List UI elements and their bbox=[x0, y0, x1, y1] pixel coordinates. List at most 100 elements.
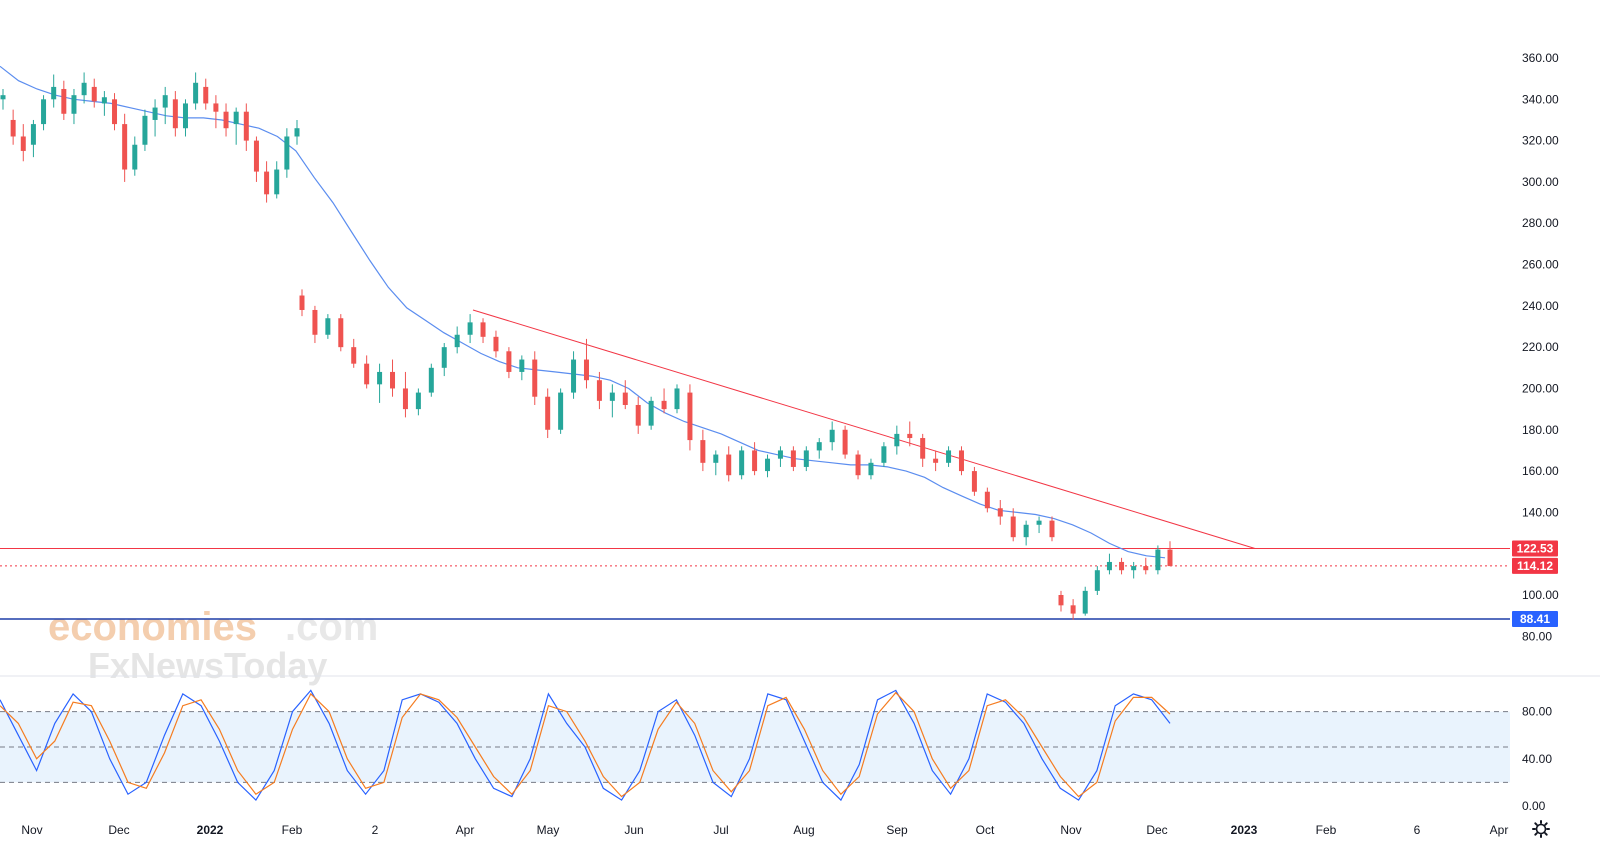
price-tick-label: 160.00 bbox=[1522, 464, 1559, 478]
candle-body bbox=[971, 471, 977, 492]
candle bbox=[454, 326, 460, 354]
candle bbox=[1143, 557, 1149, 575]
candle-body bbox=[855, 454, 861, 476]
candle-body bbox=[1155, 549, 1161, 571]
candle bbox=[428, 363, 434, 397]
candle bbox=[415, 388, 421, 416]
candle-body bbox=[132, 144, 138, 170]
candle bbox=[1155, 545, 1161, 575]
price-tag-box bbox=[1512, 557, 1558, 574]
gear-icon[interactable] bbox=[1532, 820, 1550, 838]
time-tick-label: Apr bbox=[456, 823, 475, 837]
candle bbox=[152, 99, 158, 137]
candle bbox=[0, 88, 6, 110]
candle-body bbox=[920, 438, 926, 459]
candle bbox=[545, 388, 551, 439]
candle-body bbox=[752, 450, 758, 472]
candle bbox=[946, 446, 952, 467]
candle bbox=[193, 72, 199, 110]
candle bbox=[622, 380, 628, 410]
candle-body bbox=[233, 111, 239, 125]
candle bbox=[583, 338, 589, 389]
candle-body bbox=[415, 392, 421, 410]
candle bbox=[172, 91, 178, 137]
price-tick-label: 180.00 bbox=[1522, 423, 1559, 437]
candle bbox=[739, 446, 745, 480]
stochastic-tick-label: 0.00 bbox=[1522, 799, 1546, 813]
time-tick-label: Nov bbox=[1060, 823, 1081, 837]
time-tick-label: Sep bbox=[886, 823, 908, 837]
candle-body bbox=[402, 388, 408, 410]
candle bbox=[1119, 557, 1125, 575]
candle bbox=[51, 74, 57, 108]
stochastic-band bbox=[0, 711, 1510, 783]
candle-body bbox=[765, 458, 771, 472]
candle-body bbox=[635, 404, 641, 426]
candle-body bbox=[264, 171, 270, 195]
candle bbox=[881, 442, 887, 467]
candle bbox=[1070, 599, 1076, 620]
candle-body bbox=[467, 322, 473, 335]
watermark-line2: FxNewsToday bbox=[88, 645, 327, 686]
candle bbox=[274, 161, 280, 199]
candle-body bbox=[532, 359, 538, 397]
candle bbox=[984, 487, 990, 513]
candle bbox=[868, 458, 874, 480]
candle bbox=[1131, 561, 1137, 579]
candle-body bbox=[364, 363, 370, 385]
price-axis[interactable]: 360.00 340.00 320.00 300.00 280.00 260.00 240.… bbox=[1512, 51, 1559, 643]
candle-body bbox=[193, 82, 199, 104]
time-tick-label: Dec bbox=[108, 823, 129, 837]
candle-body bbox=[294, 128, 300, 137]
price-tick-label: 140.00 bbox=[1522, 505, 1559, 519]
candle bbox=[790, 446, 796, 472]
candle-body bbox=[142, 115, 148, 145]
candle-body bbox=[790, 450, 796, 467]
time-tick-label: 2023 bbox=[1231, 823, 1258, 837]
candle bbox=[142, 109, 148, 151]
candle bbox=[752, 442, 758, 476]
candle bbox=[506, 347, 512, 379]
candle bbox=[842, 425, 848, 459]
candle-body bbox=[777, 450, 783, 459]
stochastic-series-line bbox=[0, 691, 1171, 798]
candle-body bbox=[182, 103, 188, 129]
candle-body bbox=[803, 450, 809, 467]
candle-body bbox=[122, 124, 128, 170]
candle bbox=[132, 136, 138, 176]
candle bbox=[284, 128, 290, 178]
candle-body bbox=[41, 99, 47, 125]
candle bbox=[596, 371, 602, 410]
time-tick-label: Jul bbox=[713, 823, 728, 837]
candle-body bbox=[91, 86, 97, 102]
candle-body bbox=[842, 429, 848, 455]
candle-body bbox=[506, 351, 512, 372]
price-panel[interactable] bbox=[0, 65, 1600, 677]
candle-body bbox=[907, 433, 913, 439]
candle-body bbox=[894, 433, 900, 447]
candle bbox=[364, 355, 370, 389]
candle-body bbox=[0, 95, 6, 100]
candle-body bbox=[648, 400, 654, 426]
candle-body bbox=[493, 336, 499, 352]
candle-body bbox=[700, 440, 706, 463]
price-tag: 114.12 bbox=[1512, 557, 1558, 574]
stochastic-panel[interactable] bbox=[0, 689, 1510, 802]
time-axis[interactable]: Nov Dec 2022 Feb 2 Apr May Jun Jul Aug Sep Oct Nov De… bbox=[21, 823, 1508, 837]
price-tag-label: 122.53 bbox=[1517, 541, 1554, 555]
candle-body bbox=[284, 136, 290, 170]
candle-body bbox=[20, 136, 26, 151]
price-tick-label: 280.00 bbox=[1522, 216, 1559, 230]
candle bbox=[338, 314, 344, 352]
candle bbox=[894, 425, 900, 455]
price-tick-label: 300.00 bbox=[1522, 175, 1559, 189]
stochastic-axis[interactable]: 80.00 40.00 0.00 bbox=[1522, 705, 1552, 813]
time-tick-label: May bbox=[537, 823, 560, 837]
candle bbox=[351, 338, 357, 368]
price-tag-label: 88.41 bbox=[1520, 612, 1550, 626]
candle-body bbox=[223, 111, 229, 129]
watermark-line1-domain: .com bbox=[285, 605, 378, 649]
candle-body bbox=[571, 359, 577, 393]
